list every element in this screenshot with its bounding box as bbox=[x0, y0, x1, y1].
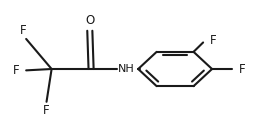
Text: F: F bbox=[210, 34, 217, 47]
Text: O: O bbox=[85, 14, 94, 27]
Text: F: F bbox=[43, 104, 50, 117]
Text: F: F bbox=[13, 64, 20, 77]
Text: F: F bbox=[239, 63, 246, 75]
Text: NH: NH bbox=[118, 64, 135, 74]
Text: F: F bbox=[20, 24, 27, 37]
